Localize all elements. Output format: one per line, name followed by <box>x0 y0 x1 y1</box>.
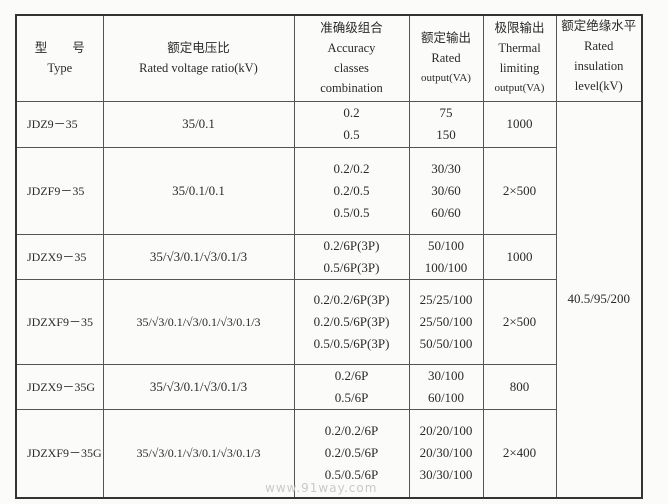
output-cell: 30/30 30/60 60/60 <box>408 146 484 235</box>
thermal-cell: 1000 <box>482 100 557 148</box>
ratio-cell: 35/√3/0.1/√3/0.1/3 <box>102 363 295 410</box>
type-cell: JDZF9－35 <box>15 146 104 235</box>
header-type: 型 号 Type <box>15 14 104 102</box>
table-row: JDZXF9－35 35/√3/0.1/√3/0.1/√3/0.1/3 0.2/… <box>15 278 642 365</box>
accuracy-cell: 0.2/6P(3P) 0.5/6P(3P) <box>293 233 410 280</box>
output-cell: 25/25/100 25/50/100 50/50/100 <box>408 278 484 365</box>
accuracy-cell: 0.2/0.2/6P(3P) 0.2/0.5/6P(3P) 0.5/0.5/6P(3… <box>293 278 410 365</box>
table-row: JDZF9－35 35/0.1/0.1 0.2/0.2 0.2/0.5 0.5/0.… <box>15 146 642 235</box>
accuracy-cell: 0.2/0.2 0.2/0.5 0.5/0.5 <box>293 146 410 235</box>
ratio-cell: 35/√3/0.1/√3/0.1/3 <box>102 233 295 280</box>
accuracy-cell: 0.2/6P 0.5/6P <box>293 363 410 410</box>
header-row: 型 号 Type 额定电压比 Rated voltage ratio(kV) 准确级… <box>15 14 643 102</box>
output-cell: 50/100 100/100 <box>408 233 484 280</box>
header-insulation: 额定绝缘水平 Rated insulation level(kV) <box>555 14 643 102</box>
accuracy-cell: 0.2 0.5 <box>293 100 410 148</box>
header-thermal: 极限输出 Thermal limiting output(VA) <box>482 14 557 102</box>
type-cell: JDZXF9－35 <box>15 278 104 365</box>
table-row: JDZX9－35G 35/√3/0.1/√3/0.1/3 0.2/6P 0.5/6… <box>15 363 642 410</box>
type-cell: JDZXF9－35G <box>15 408 104 499</box>
thermal-cell: 2×400 <box>482 408 557 499</box>
output-cell: 30/100 60/100 <box>408 363 484 410</box>
ratio-cell: 35/0.1/0.1 <box>102 146 295 235</box>
insulation-cell: 40.5/95/200 <box>555 100 643 499</box>
output-cell: 20/20/100 20/30/100 30/30/100 <box>408 408 484 499</box>
ratio-cell: 35/0.1 <box>102 100 295 148</box>
specifications-table: 型 号 Type 额定电压比 Rated voltage ratio(kV) 准确级… <box>15 14 643 499</box>
type-cell: JDZX9－35G <box>15 363 104 410</box>
watermark: www.91way.com <box>265 481 378 495</box>
table-row: JDZ9－35 35/0.1 0.2 0.5 75 150 1000 40.5/95… <box>15 100 643 499</box>
type-cell: JDZX9－35 <box>15 233 104 280</box>
header-ratio: 额定电压比 Rated voltage ratio(kV) <box>102 14 295 102</box>
thermal-cell: 2×500 <box>482 278 557 365</box>
header-rated-output: 额定输出 Rated output(VA) <box>408 14 484 102</box>
table-row: JDZX9－35 35/√3/0.1/√3/0.1/3 0.2/6P(3P) 0.… <box>15 233 642 280</box>
ratio-cell: 35/√3/0.1/√3/0.1/√3/0.1/3 <box>102 278 295 365</box>
ratio-cell: 35/√3/0.1/√3/0.1/√3/0.1/3 <box>102 408 295 499</box>
output-cell: 75 150 <box>408 100 484 148</box>
thermal-cell: 2×500 <box>482 146 557 235</box>
table-row: JDZXF9－35G 35/√3/0.1/√3/0.1/√3/0.1/3 0.2… <box>15 408 642 499</box>
thermal-cell: 800 <box>482 363 557 410</box>
header-accuracy: 准确级组合 Accuracy classes combination <box>293 14 410 102</box>
thermal-cell: 1000 <box>482 233 557 280</box>
type-cell: JDZ9－35 <box>15 100 104 148</box>
